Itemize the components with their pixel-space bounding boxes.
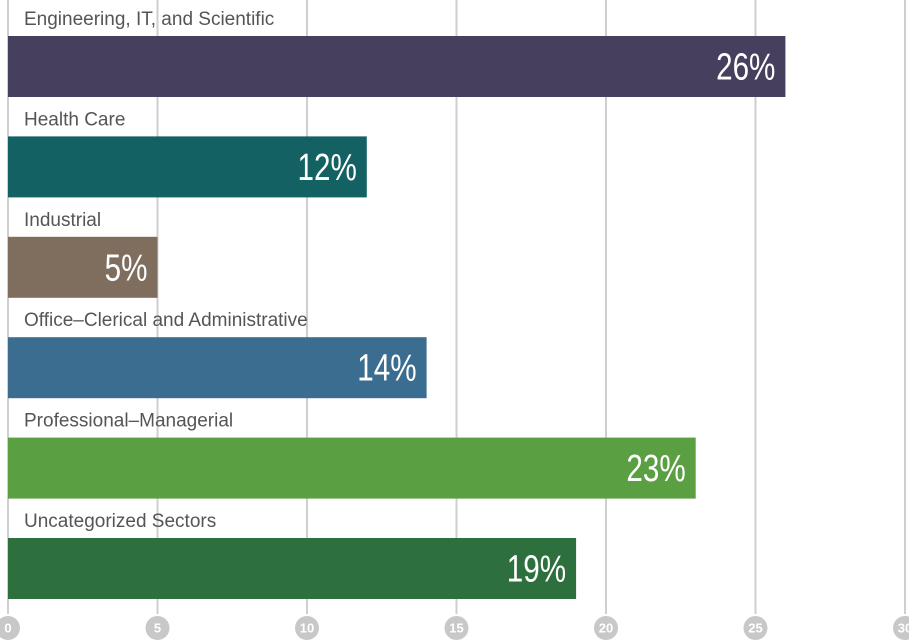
tick-badge [594, 616, 618, 640]
tick-badge [743, 616, 768, 640]
category-label: Health Care [24, 109, 125, 130]
x-tick-label: 5 [154, 620, 161, 635]
x-tick-label: 30 [898, 620, 909, 635]
category-label: Engineering, IT, and Scientific [24, 9, 274, 30]
bar [8, 136, 367, 198]
value-label: 23% [626, 448, 685, 490]
x-tick-label: 15 [449, 620, 463, 635]
value-label: 26% [716, 46, 775, 88]
bar [8, 437, 696, 499]
tick-badge [295, 616, 319, 640]
x-tick-label: 0 [4, 620, 11, 635]
bar [8, 36, 786, 97]
tick-badge [893, 616, 909, 640]
tick-badge [0, 616, 20, 640]
value-label: 14% [357, 347, 416, 389]
x-tick-label: 25 [748, 620, 762, 635]
category-label: Industrial [24, 210, 101, 231]
bar [8, 236, 158, 298]
category-label: Uncategorized Sectors [24, 511, 216, 532]
x-tick-label: 10 [300, 620, 314, 635]
value-label: 5% [105, 247, 148, 289]
category-label: Professional–Managerial [24, 411, 233, 432]
bar [8, 538, 577, 599]
bar [8, 337, 427, 399]
x-tick-label: 20 [599, 620, 613, 635]
value-label: 19% [507, 548, 566, 590]
tick-badge [145, 616, 170, 640]
tick-badge [444, 616, 469, 640]
category-label: Office–Clerical and Administrative [24, 310, 308, 331]
value-label: 12% [297, 146, 356, 188]
